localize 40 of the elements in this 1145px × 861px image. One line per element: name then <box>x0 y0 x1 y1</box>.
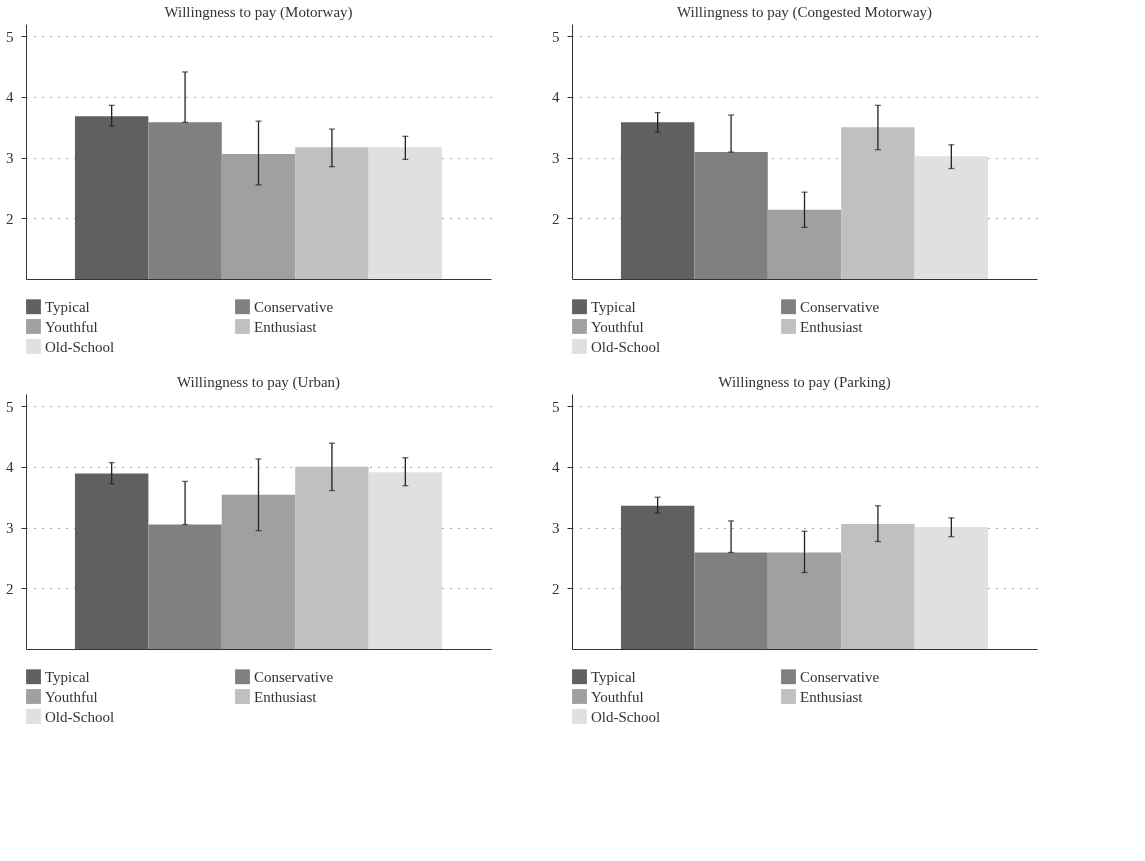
y-tick-label: 5 <box>552 398 560 415</box>
y-tick-label: 5 <box>552 28 560 45</box>
legend-label: Old-School <box>591 338 661 355</box>
legend-label: Old-School <box>45 338 115 355</box>
legend-label: Enthusiast <box>254 688 318 705</box>
y-tick-label: 5 <box>6 28 14 45</box>
legend-label: Enthusiast <box>254 318 318 335</box>
y-tick-label: 4 <box>552 459 560 476</box>
y-tick-label: 3 <box>552 150 560 167</box>
legend-label: Youthful <box>45 688 98 705</box>
legend-label: Conservative <box>254 298 334 315</box>
y-tick-label: 2 <box>6 210 14 227</box>
legend-label: Typical <box>45 668 90 685</box>
legend-label: Youthful <box>45 318 98 335</box>
y-tick-label: 3 <box>6 150 14 167</box>
legend-label: Youthful <box>591 318 644 335</box>
legend-label: Conservative <box>254 668 334 685</box>
y-tick-label: 4 <box>6 459 14 476</box>
chart-title: Willingness to pay (Urban) <box>176 374 341 391</box>
legend-label: Typical <box>45 298 90 315</box>
legend-label: Old-School <box>45 708 115 725</box>
y-tick-label: 2 <box>552 580 560 597</box>
legend-label: Conservative <box>800 298 880 315</box>
y-tick-label: 3 <box>552 520 560 537</box>
legend-label: Conservative <box>800 668 880 685</box>
y-tick-label: 2 <box>6 580 14 597</box>
legend-label: Typical <box>591 668 636 685</box>
legend-label: Enthusiast <box>800 318 864 335</box>
legend-label: Enthusiast <box>800 688 864 705</box>
y-tick-label: 3 <box>6 520 14 537</box>
y-tick-label: 4 <box>6 89 14 106</box>
legend-label: Youthful <box>591 688 644 705</box>
chart-title: Willingness to pay (Motorway) <box>164 4 353 21</box>
chart-title: Willingness to pay (Parking) <box>718 374 891 391</box>
y-tick-label: 4 <box>552 89 560 106</box>
chart-title: Willingness to pay (Congested Motorway) <box>676 4 933 21</box>
y-tick-label: 5 <box>6 398 14 415</box>
legend-label: Old-School <box>591 708 661 725</box>
legend-label: Typical <box>591 298 636 315</box>
y-tick-label: 2 <box>552 210 560 227</box>
